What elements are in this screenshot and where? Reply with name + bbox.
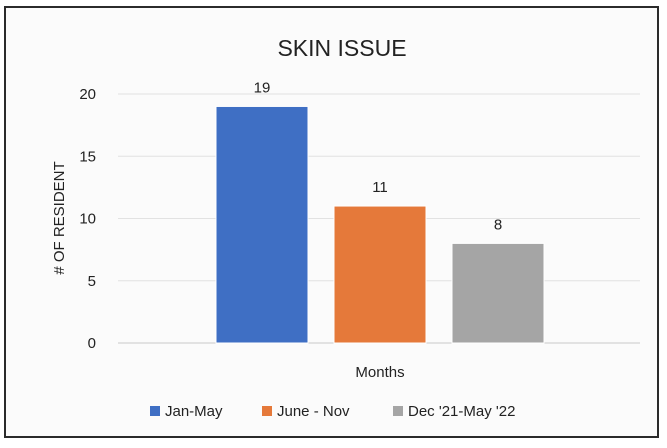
y-tick-label: 10 [79,211,96,228]
y-tick-label: 20 [79,86,96,103]
data-label: 19 [254,79,271,96]
y-axis-ticks: 0 5 10 15 20 [79,86,96,352]
y-tick-label: 5 [88,273,96,290]
legend-label: Dec '21-May '22 [408,403,515,420]
chart-title: SKIN ISSUE [277,35,406,61]
data-label: 11 [372,179,388,196]
legend-label: Jan-May [165,403,223,420]
bar [215,105,309,344]
y-axis-title: # OF RESIDENT [51,161,68,274]
data-labels: 19 11 8 [254,79,503,233]
x-axis-title: Months [355,364,404,381]
legend-swatch [150,406,160,416]
legend-label: June - Nov [277,403,350,420]
bar [333,205,427,344]
data-label: 8 [494,216,502,233]
y-tick-label: 15 [79,148,96,165]
y-tick-label: 0 [88,335,96,352]
bar [451,242,545,344]
bars [215,105,545,344]
legend-swatch [262,406,272,416]
legend: Jan-May June - Nov Dec '21-May '22 [150,403,515,420]
legend-swatch [393,406,403,416]
chart-frame [4,6,659,438]
